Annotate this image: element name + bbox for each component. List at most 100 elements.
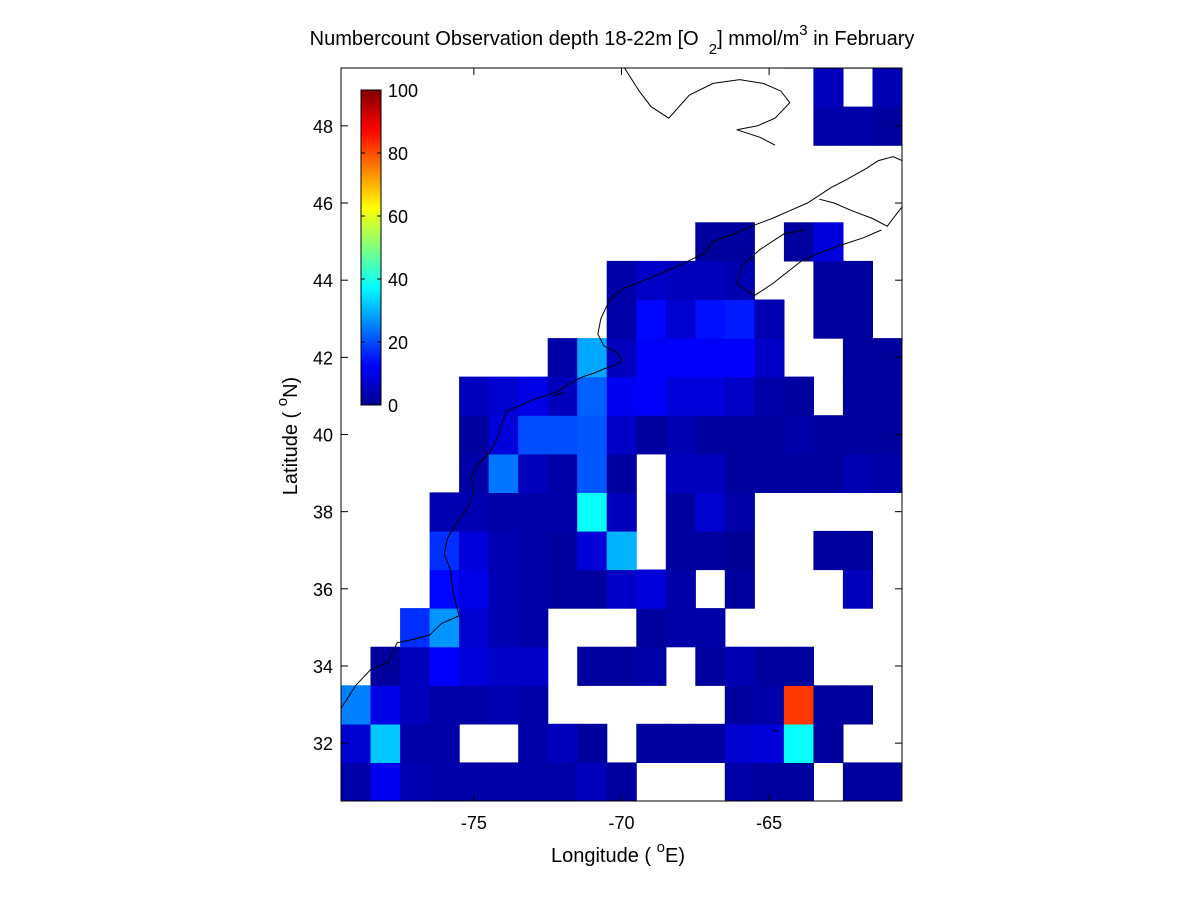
heatmap-cell [872,68,902,108]
heatmap-cell [459,569,490,609]
heatmap-cell [518,646,549,686]
heatmap-cell [783,68,814,69]
y-tick-label: 40 [313,426,333,446]
heatmap-cell [872,453,902,493]
heatmap-cell [341,685,372,725]
heatmap-cell [813,68,844,69]
y-tick-label: 42 [313,348,333,368]
heatmap-cell [724,260,755,301]
heatmap-cells [341,68,917,801]
heatmap-cell [400,685,431,725]
coastline-path [736,229,805,285]
heatmap-cell [577,569,608,609]
x-tick-label: -70 [608,813,634,833]
y-tick-label: 32 [313,734,333,754]
heatmap-cell [754,415,785,455]
heatmap-cell [724,492,755,532]
heatmap-cell [695,530,726,571]
heatmap-cell [695,376,726,416]
heatmap-cell [518,415,549,455]
heatmap-cell [695,646,726,686]
heatmap-cell [459,646,490,686]
coastline [341,68,902,733]
heatmap-cell [872,68,902,69]
heatmap-cell [518,453,549,493]
heatmap-cell [842,299,873,339]
heatmap-cell [577,376,608,416]
heatmap-cell [724,222,755,262]
heatmap-cell [754,685,785,725]
heatmap-cell [842,569,873,609]
heatmap-cell [813,260,844,301]
y-tick-label: 44 [313,271,333,291]
heatmap-cell [695,299,726,339]
y-tick-label: 36 [313,580,333,600]
heatmap-cell [370,723,401,763]
x-tick-label: -75 [461,813,487,833]
heatmap-cell [518,569,549,609]
heatmap-cell [695,492,726,532]
heatmap-cell [724,415,755,455]
colorbar-tick-label: 80 [388,144,408,164]
heatmap-cell [842,376,873,416]
heatmap-cell [724,685,755,725]
heatmap-cell [488,376,519,416]
heatmap-cell [636,260,667,301]
heatmap-cell [872,762,902,801]
heatmap-cell [813,415,844,455]
heatmap-cell [400,723,431,763]
heatmap-cell [459,415,490,455]
heatmap-cell [488,608,519,648]
heatmap-cell [665,530,696,571]
heatmap-cell [902,338,917,377]
heatmap-cell [724,569,755,609]
heatmap-cell [518,723,549,763]
heatmap-cell [695,608,726,648]
heatmap-cell [370,762,401,801]
heatmap-cell [606,299,637,339]
heatmap-cell [813,299,844,339]
heatmap-cell [665,453,696,493]
heatmap-cell [606,530,637,571]
heatmap-cell [429,762,460,801]
heatmap-cell [813,222,844,262]
coastline-path [771,729,779,733]
heatmap-cell [813,685,844,725]
colorbar-tick-label: 0 [388,396,398,416]
heatmap-cell [547,530,578,571]
coastline-path [553,391,566,397]
heatmap-cell [547,453,578,493]
heatmap-cell [783,762,814,801]
heatmap-cell [842,68,873,69]
heatmap-cell [488,646,519,686]
colorbar-ticks: 0 20 40 60 80 100 [361,81,418,416]
heatmap-cell [842,338,873,378]
heatmap-cell [754,338,785,378]
heatmap-cell [606,646,637,686]
heatmap-cell [577,453,608,493]
coastline-path [624,68,791,146]
heatmap-cell [518,685,549,725]
heatmap-cell [400,646,431,686]
heatmap-cell [577,415,608,455]
heatmap-cell [902,145,917,184]
heatmap-cell [695,453,726,493]
heatmap-cell [547,492,578,532]
heatmap-cell [754,376,785,416]
y-axis-label: Latitude ( oN) [274,377,302,495]
heatmap-cell [547,376,578,416]
heatmap-cell [636,723,667,763]
heatmap-cell [724,453,755,493]
colorbar-tick-label: 20 [388,333,408,353]
heatmap-cell [370,685,401,725]
heatmap-cell [842,530,873,571]
x-tick-label: -65 [756,813,782,833]
heatmap-cell [783,453,814,493]
heatmap-cell [636,376,667,416]
heatmap-cell [547,569,578,609]
heatmap-cell [665,338,696,378]
heatmap-cell [842,260,873,301]
heatmap-cell [488,415,519,455]
heatmap-cell [636,608,667,648]
heatmap-cell [902,685,917,724]
